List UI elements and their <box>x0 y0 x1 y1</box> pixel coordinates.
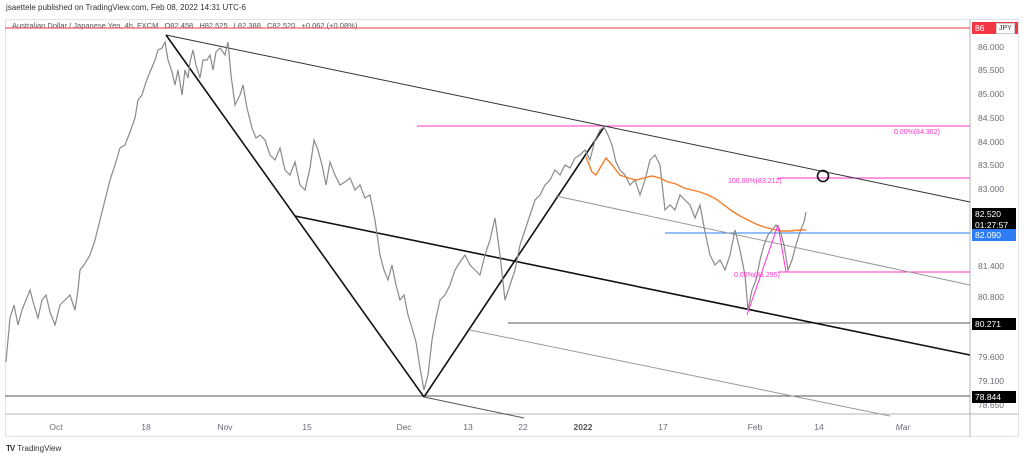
support-78844-tag: 78.844 <box>972 391 1016 403</box>
time-tick: 13 <box>463 422 473 432</box>
time-tick: Mar <box>895 422 911 432</box>
time-tick: Feb <box>747 422 763 432</box>
price-tick: 79.100 <box>978 376 1004 386</box>
ohlc-high: H82.525 <box>199 21 228 30</box>
chart-frame[interactable] <box>5 19 1019 437</box>
price-tick: 85.500 <box>978 65 1004 75</box>
fib-mid-label: 100.00%(83.212) <box>728 178 782 185</box>
price-tick: 81.400 <box>978 261 1004 271</box>
target-circle-marker[interactable] <box>816 169 830 183</box>
pattern-zigzag <box>746 224 787 316</box>
time-tick-year: 2022 <box>573 422 593 432</box>
rally-leg-line <box>423 126 605 398</box>
tradingview-brand: TradingView <box>17 444 62 453</box>
median-channel-line <box>294 215 971 356</box>
lower-pitch-line <box>423 396 525 419</box>
symbol-name: Australian Dollar / Japanese Yen, 4h, FX… <box>12 21 159 30</box>
price-tick: 83.500 <box>978 160 1004 170</box>
fib-top-label: 0.00%(84.302) <box>894 129 940 136</box>
last-price-tag: 82.520 <box>972 208 1016 220</box>
time-tick: 18 <box>141 422 151 432</box>
time-tick: 15 <box>302 422 312 432</box>
lower-channel-line <box>469 329 891 417</box>
price-tick: 80.800 <box>978 292 1004 302</box>
price-tick: 79.600 <box>978 352 1004 362</box>
inner-channel-line <box>555 195 971 286</box>
time-tick: 22 <box>518 422 528 432</box>
time-tick: Oct <box>49 422 63 432</box>
ohlc-close: C82.520 <box>266 21 296 30</box>
price-tick: 83.000 <box>978 184 1004 194</box>
time-tick: Dec <box>396 422 412 432</box>
ohlc-low: L82.388 <box>233 21 261 30</box>
price-tick: 85.000 <box>978 89 1004 99</box>
price-tick: 84.500 <box>978 113 1004 123</box>
time-tick: Nov <box>217 422 233 432</box>
price-tick: 78.650 <box>978 400 1004 410</box>
price-series <box>5 40 807 391</box>
price-tick: 84.000 <box>978 137 1004 147</box>
currency-badge[interactable]: JPY <box>996 23 1015 34</box>
tradingview-logo-icon: TV <box>6 444 15 453</box>
fib-low-label: 0.00%(81.295) <box>734 272 780 279</box>
upper-channel-line <box>165 34 971 203</box>
blue-level-tag: 82.090 <box>972 229 1016 241</box>
symbol-legend: Australian Dollar / Japanese Yen, 4h, FX… <box>12 21 361 30</box>
time-tick: 17 <box>658 422 668 432</box>
publisher-line: jsaettele published on TradingView.com, … <box>6 3 246 12</box>
price-tick: 86.000 <box>978 42 1004 52</box>
moving-average-line <box>585 156 806 232</box>
bar-countdown-tag: 01:27:57 <box>972 219 1016 231</box>
ohlc-open: O82.458 <box>164 21 194 30</box>
support-80271-tag: 80.271 <box>972 318 1016 330</box>
ohlc-change: +0.062 (+0.08%) <box>301 21 358 30</box>
time-tick: 14 <box>814 422 824 432</box>
tradingview-logo[interactable]: TV TradingView <box>6 444 61 453</box>
